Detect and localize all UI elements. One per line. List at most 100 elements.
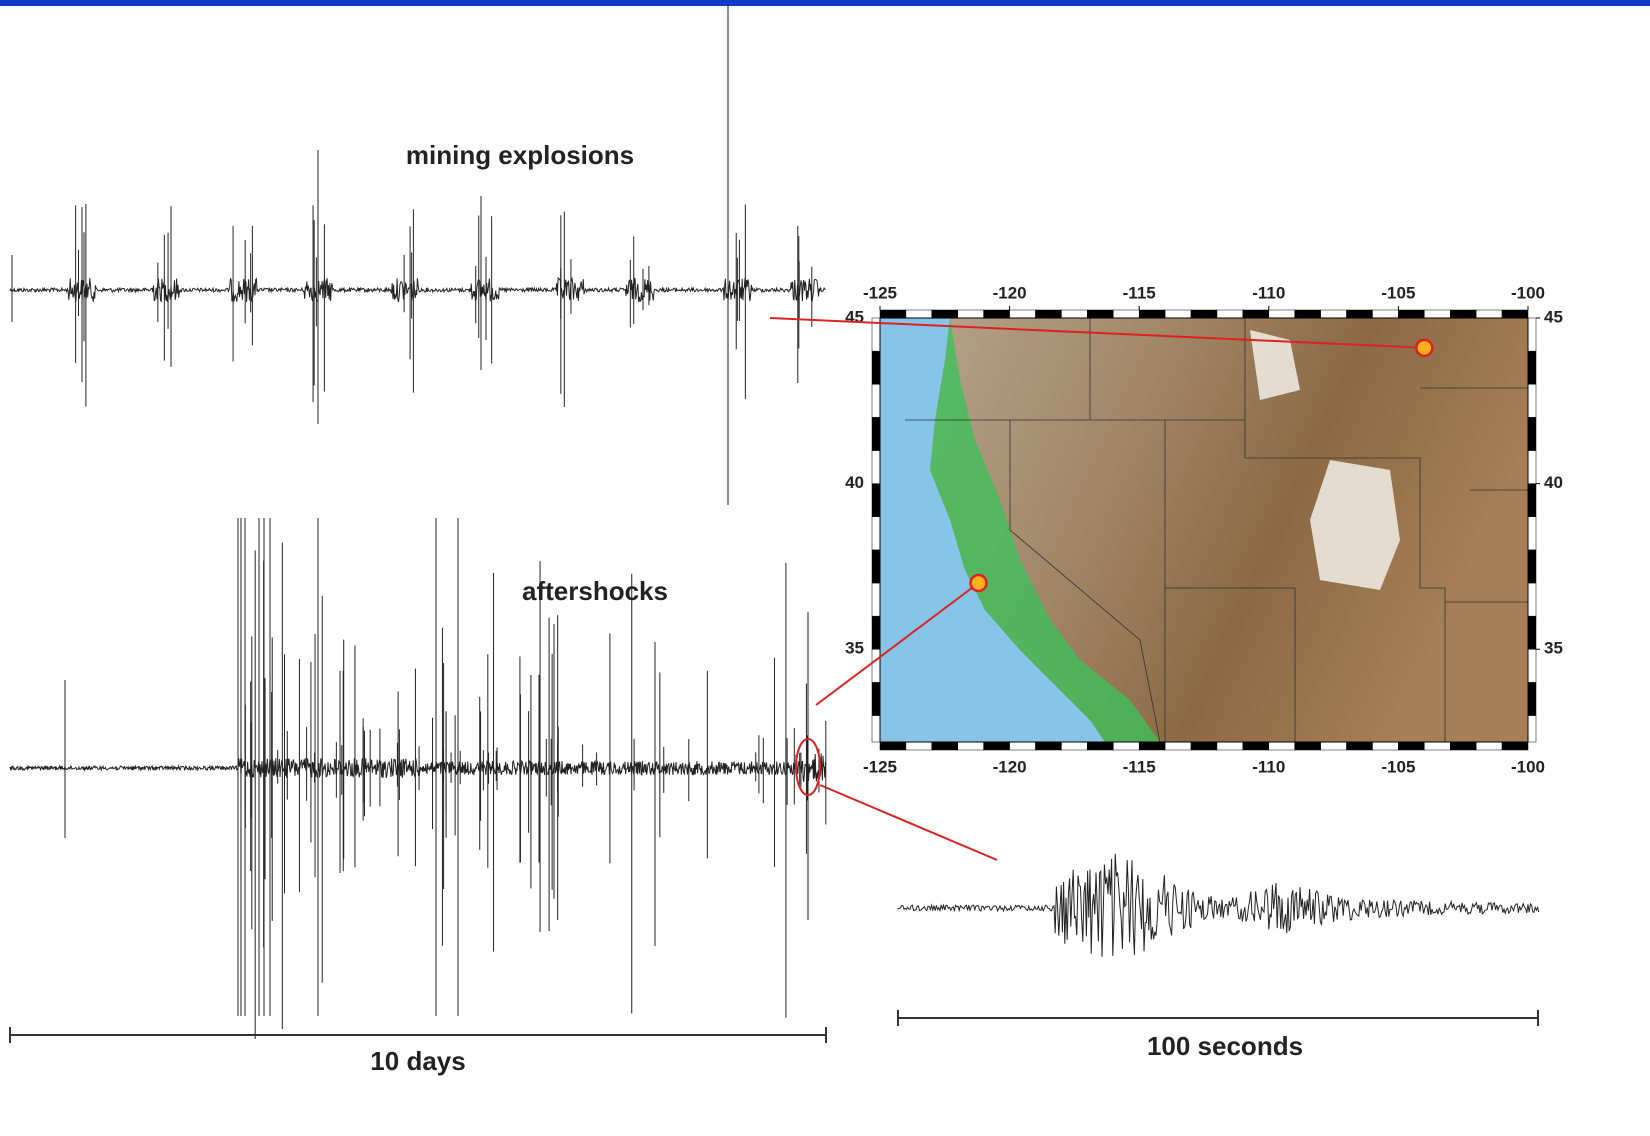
map-frame	[1450, 742, 1476, 750]
map-frame	[1450, 310, 1476, 318]
map-frame	[1321, 310, 1347, 318]
map-frame	[1036, 310, 1062, 318]
connector	[820, 785, 997, 860]
map-frame	[880, 742, 906, 750]
x-tick-label: -120	[993, 283, 1027, 302]
map-frame	[1528, 484, 1536, 517]
map-frame	[1010, 742, 1036, 750]
y-tick-label: 45	[845, 307, 864, 326]
x-tick-label: -120	[993, 757, 1027, 776]
map-frame	[872, 583, 880, 616]
map-frame	[1010, 310, 1036, 318]
map-frame	[1372, 310, 1398, 318]
y-tick-label: 40	[1544, 473, 1563, 492]
y-tick-label: 40	[845, 473, 864, 492]
map-frame	[1398, 310, 1424, 318]
x-tick-label: -115	[1123, 283, 1156, 302]
map-frame	[1398, 742, 1424, 750]
x-tick-label: -115	[1123, 757, 1156, 776]
map-frame	[1528, 649, 1536, 682]
map-frame	[872, 550, 880, 583]
map-frame	[1528, 517, 1536, 550]
map-frame	[932, 310, 958, 318]
map-frame	[1528, 616, 1536, 649]
map-frame	[1139, 742, 1165, 750]
map-frame	[872, 451, 880, 484]
map-frame	[1476, 742, 1502, 750]
x-tick-label: -105	[1381, 283, 1415, 302]
map-frame	[880, 310, 906, 318]
label: 10 days	[370, 1046, 465, 1076]
label: mining explosions	[406, 140, 634, 170]
top-bar	[0, 0, 1650, 6]
event	[970, 575, 986, 591]
figure: mining explosions aftershocks 10 days 10…	[0, 0, 1650, 1136]
map-frame	[1139, 310, 1165, 318]
map-frame	[1087, 310, 1113, 318]
map-frame	[1347, 742, 1373, 750]
map-frame	[1295, 742, 1321, 750]
seismogram	[898, 854, 1539, 957]
map-frame	[1217, 310, 1243, 318]
map-frame	[1061, 742, 1087, 750]
map-frame	[1372, 742, 1398, 750]
seismogram	[10, 278, 826, 302]
map-frame	[1191, 310, 1217, 318]
map-frame	[1295, 310, 1321, 318]
map-frame	[1528, 318, 1536, 351]
map-frame	[872, 716, 880, 743]
map-frame	[872, 384, 880, 417]
map-frame	[1528, 716, 1536, 743]
page: {"labels": {"mining": "mining explosions…	[0, 0, 1650, 1136]
map-frame	[1087, 742, 1113, 750]
map-frame	[872, 484, 880, 517]
y-tick-label: 35	[845, 639, 864, 658]
map-frame	[984, 310, 1010, 318]
x-tick-label: -125	[863, 283, 897, 302]
map-frame	[1476, 310, 1502, 318]
x-tick-label: -110	[1252, 283, 1285, 302]
map-frame	[958, 742, 984, 750]
map-frame	[1528, 550, 1536, 583]
map-frame	[872, 417, 880, 450]
x-tick-label: -100	[1511, 283, 1545, 302]
x-tick-label: -105	[1381, 757, 1415, 776]
event	[1416, 340, 1432, 356]
map-frame	[1191, 742, 1217, 750]
map-frame	[984, 742, 1010, 750]
map-frame	[872, 517, 880, 550]
map-frame	[1502, 742, 1528, 750]
map-frame	[1528, 351, 1536, 384]
map-frame	[1528, 451, 1536, 484]
map-frame	[1243, 310, 1269, 318]
y-tick-label: 35	[1544, 639, 1563, 658]
map-frame	[1502, 310, 1528, 318]
map-frame	[1528, 417, 1536, 450]
map-frame	[1347, 310, 1373, 318]
map-frame	[1165, 310, 1191, 318]
x-tick-label: -125	[863, 757, 897, 776]
x-tick-label: -100	[1511, 757, 1545, 776]
map-frame	[1113, 310, 1139, 318]
map-frame	[872, 649, 880, 682]
map-frame	[872, 682, 880, 715]
map	[880, 318, 1528, 742]
label: 100 seconds	[1147, 1031, 1303, 1061]
map-frame	[958, 310, 984, 318]
map-frame	[1528, 384, 1536, 417]
map-frame	[932, 742, 958, 750]
map-frame	[1061, 310, 1087, 318]
label: aftershocks	[522, 576, 668, 606]
map-frame	[1217, 742, 1243, 750]
map-frame	[1528, 583, 1536, 616]
map-frame	[1269, 310, 1295, 318]
map-frame	[1165, 742, 1191, 750]
map-frame	[1036, 742, 1062, 750]
map-frame	[872, 616, 880, 649]
map-frame	[1269, 742, 1295, 750]
map-frame	[906, 310, 932, 318]
map-frame	[1424, 742, 1450, 750]
x-tick-label: -110	[1252, 757, 1285, 776]
map-frame	[872, 351, 880, 384]
map-frame	[1243, 742, 1269, 750]
